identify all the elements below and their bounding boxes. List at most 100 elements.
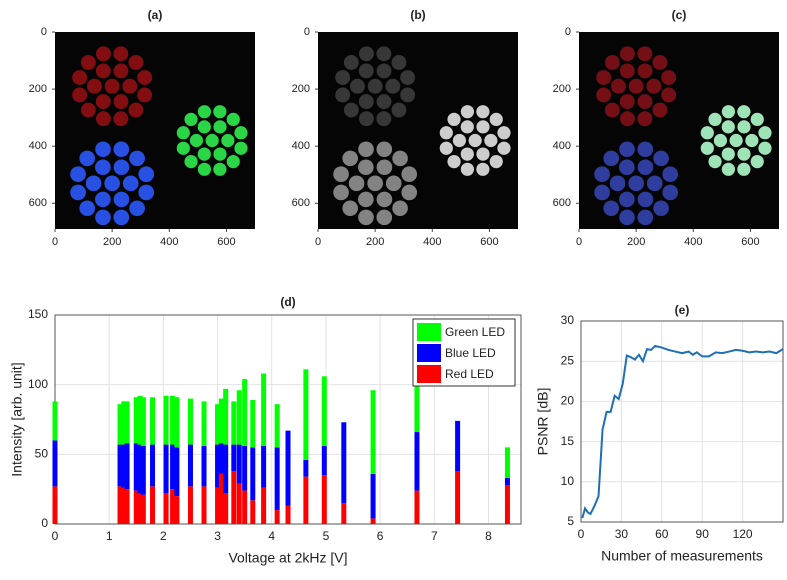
x-tick-label: 0	[52, 236, 58, 248]
plot-frame	[580, 320, 784, 523]
bar-segment	[303, 369, 309, 460]
panel-title: (a)	[148, 8, 163, 22]
bar-segment	[370, 473, 376, 519]
led	[484, 133, 498, 148]
led	[95, 141, 111, 158]
bar-segment	[414, 490, 420, 524]
x-tick-label: 0	[315, 236, 321, 248]
bar-segment	[242, 379, 248, 446]
led	[358, 191, 374, 208]
led	[400, 87, 416, 103]
y-tick-label: 30	[561, 313, 575, 327]
led	[653, 200, 669, 217]
plot-area	[581, 321, 783, 522]
led	[176, 141, 190, 155]
led	[197, 147, 211, 161]
led	[619, 209, 635, 226]
bar-segment	[414, 367, 420, 433]
led	[476, 120, 490, 134]
x-tick-label: 8	[485, 529, 492, 543]
bar-segment	[218, 443, 224, 474]
x-tick-label: 400	[160, 236, 178, 248]
led	[750, 154, 764, 169]
bar-segment	[321, 376, 327, 446]
bar-segment	[261, 445, 267, 488]
bar-segment	[370, 390, 376, 474]
x-tick-label: 400	[684, 236, 702, 248]
led	[234, 126, 248, 140]
led	[197, 105, 212, 119]
panel-title: (c)	[672, 8, 687, 22]
bar-segment	[121, 487, 127, 524]
x-tick-label: 1	[106, 529, 113, 543]
y-tick-label: 200	[292, 83, 310, 95]
led	[460, 105, 475, 119]
bar-segment	[140, 445, 146, 495]
led	[367, 78, 383, 94]
led	[113, 94, 129, 110]
led	[95, 63, 111, 79]
led	[376, 191, 393, 208]
led	[226, 154, 240, 169]
led	[758, 141, 772, 155]
led	[628, 78, 644, 94]
led	[184, 154, 198, 169]
bar-segment	[174, 447, 180, 497]
y-tick-label: 400	[292, 140, 310, 152]
led	[113, 63, 129, 79]
legend-label: Green LED	[445, 325, 505, 339]
led	[95, 111, 111, 127]
panel-title: (b)	[410, 8, 425, 22]
led	[619, 159, 635, 176]
x-tick-label: 5	[323, 529, 330, 543]
bar-segment	[201, 445, 207, 487]
x-tick-label: 90	[696, 527, 710, 541]
led	[213, 105, 227, 119]
bar-segment	[215, 487, 221, 524]
led	[376, 209, 393, 226]
x-tick-label: 6	[377, 529, 384, 543]
y-tick-label: 150	[28, 307, 48, 321]
led	[333, 166, 349, 182]
led	[637, 46, 653, 62]
led	[603, 200, 619, 217]
led	[460, 147, 474, 161]
led	[129, 200, 145, 217]
bar-segment	[201, 486, 207, 524]
led	[737, 105, 751, 119]
led	[737, 147, 751, 161]
led	[604, 55, 620, 70]
led	[596, 87, 612, 103]
y-tick-label: 10	[561, 474, 575, 488]
led	[342, 150, 358, 167]
led	[205, 133, 219, 148]
bar-segment	[303, 476, 309, 524]
bar-segment	[117, 404, 123, 445]
led	[637, 94, 653, 110]
led	[343, 55, 359, 70]
led	[594, 166, 610, 182]
x-tick-label: 7	[431, 529, 438, 543]
line	[581, 344, 784, 519]
bar-segment	[218, 473, 224, 524]
led	[95, 191, 111, 208]
bar-segment	[124, 401, 130, 444]
led	[637, 63, 653, 79]
led	[619, 141, 635, 158]
led	[358, 46, 374, 62]
y-tick-label: 200	[553, 83, 571, 95]
led	[367, 175, 383, 192]
led	[113, 46, 129, 62]
led	[603, 150, 619, 167]
led	[637, 209, 654, 226]
x-tick-label: 60	[655, 527, 669, 541]
bar-segment	[174, 496, 180, 524]
bar-segment	[121, 401, 127, 445]
bar-segment	[455, 471, 461, 524]
led	[637, 111, 653, 127]
led	[619, 94, 635, 110]
led	[128, 102, 144, 118]
led	[476, 162, 490, 176]
x-tick-label: 200	[627, 236, 645, 248]
led	[637, 159, 654, 176]
